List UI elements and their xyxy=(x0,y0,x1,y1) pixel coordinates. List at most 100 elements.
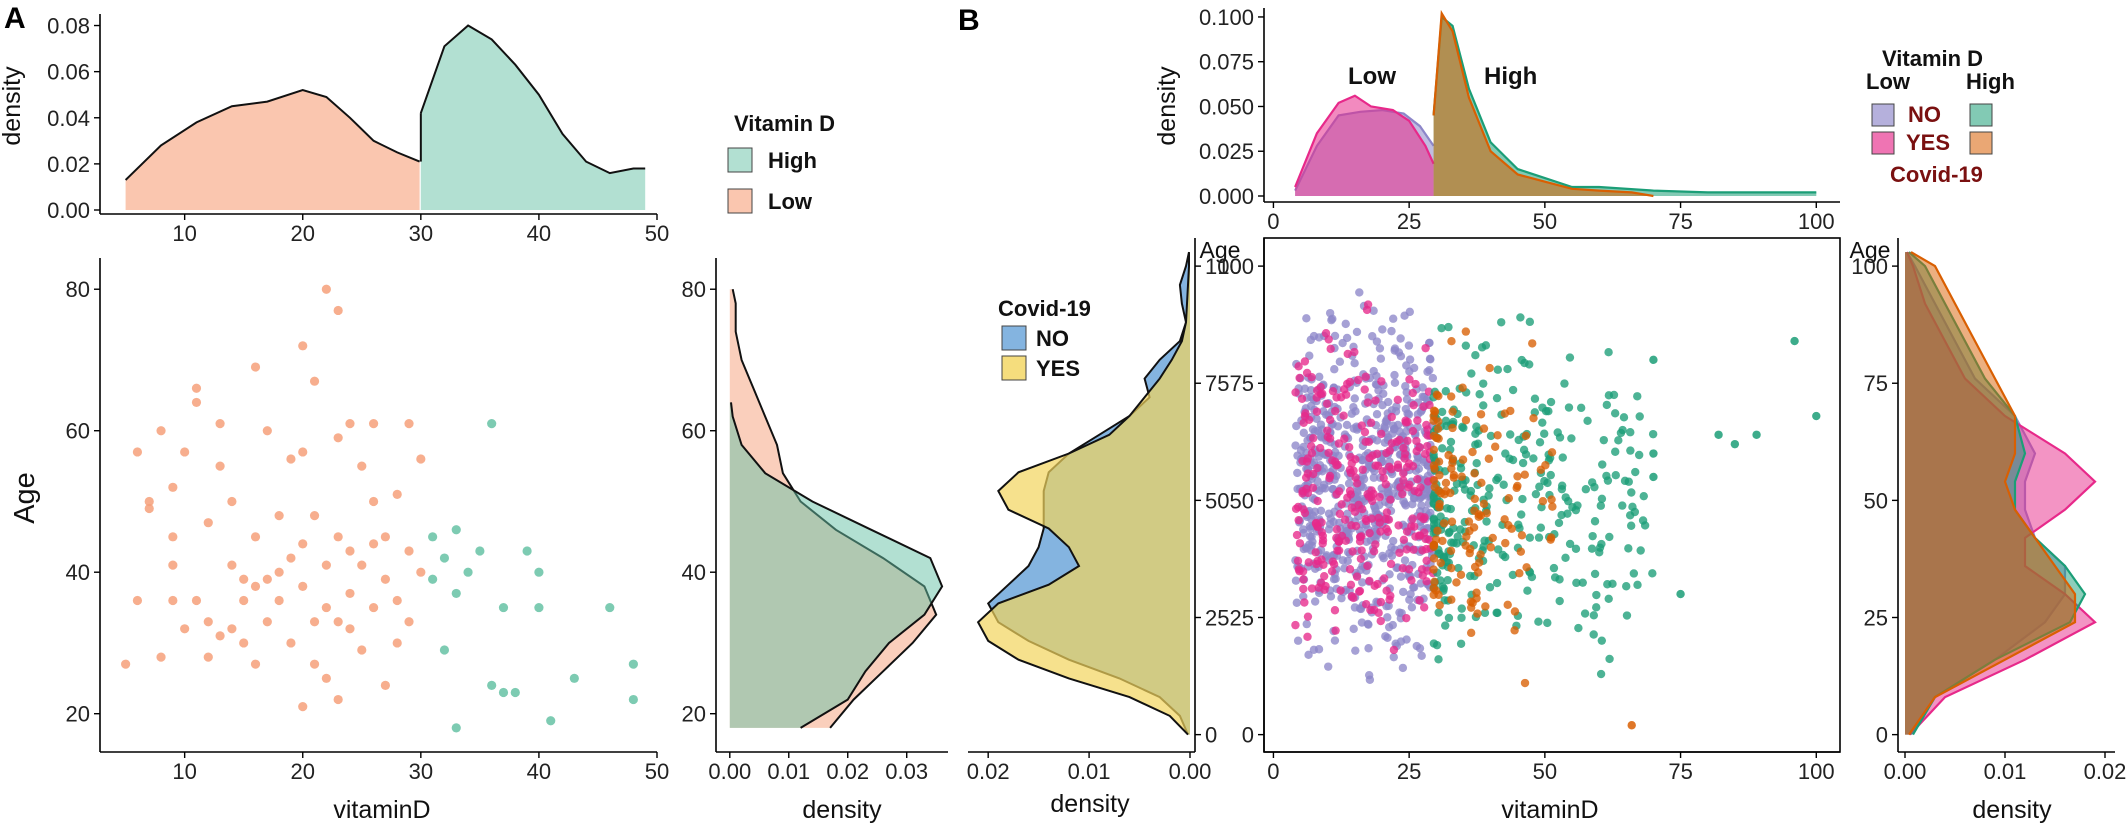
b-scatter-point-high-no xyxy=(1676,589,1685,599)
a-scatter-point-low xyxy=(345,588,355,599)
b-scatter-point-high-yes xyxy=(1441,478,1451,488)
b-scatter-point-low-yes xyxy=(1399,535,1409,545)
b-scatter-point-high-yes xyxy=(1477,478,1486,488)
a-scatter-xlabel: vitaminD xyxy=(333,796,430,824)
b-scatter-point-high-no xyxy=(1534,533,1544,542)
b-scatter-point-high-no xyxy=(1536,523,1546,532)
a-top-area-high xyxy=(420,25,646,210)
a-scatter-point-low xyxy=(156,426,166,436)
b-scatter-point-high-no xyxy=(1635,412,1644,421)
b-scatter-point-high-yes xyxy=(1470,562,1480,572)
a-scatter-point-low xyxy=(144,503,154,514)
b-scatter-point-high-no xyxy=(1561,553,1570,562)
b-scatter-point-high-no xyxy=(1633,580,1642,590)
a-scatter-point-low xyxy=(321,560,331,570)
b-scatter-point-high-no xyxy=(1597,539,1606,549)
b-scatter-point-high-no xyxy=(1534,617,1543,626)
b-scatter-point-high-no xyxy=(1567,434,1576,443)
b-right-ylabel: Age xyxy=(1850,237,1891,263)
b-scatter-point-high-no xyxy=(1438,444,1447,453)
b-scatter-point-low-yes xyxy=(1371,540,1380,549)
b-scatter-point-low-no xyxy=(1292,421,1301,431)
b-scatter-point-low-yes xyxy=(1389,645,1399,655)
b-scatter-point-low-yes xyxy=(1361,372,1370,381)
b-top-yaxis-tick-label: 0.100 xyxy=(1199,5,1254,30)
b-scatter-point-high-no xyxy=(1605,532,1614,542)
b-scatter-point-low-yes xyxy=(1408,388,1417,398)
b-scatter-point-high-yes xyxy=(1440,490,1449,499)
b-scatter-point-low-yes xyxy=(1300,598,1309,607)
b-scatter-point-high-yes xyxy=(1447,563,1456,573)
b-left-xaxis-tick-label: 0.01 xyxy=(1068,759,1111,784)
b-scatter-point-high-no xyxy=(1563,509,1572,518)
a-scatter-point-low xyxy=(333,617,343,627)
b-scatter-point-low-yes xyxy=(1357,421,1367,430)
b-scatter-point-low-yes xyxy=(1321,329,1331,338)
b-scatter-point-high-yes xyxy=(1448,423,1457,433)
b-scatter-point-low-yes xyxy=(1291,504,1301,514)
b-scatter-point-low-yes xyxy=(1373,579,1382,589)
b-scatter-point-high-yes xyxy=(1457,472,1466,481)
b-scatter-point-low-yes xyxy=(1345,443,1354,452)
b-scatter-point-low-yes xyxy=(1330,606,1340,615)
a-scatter-point-high xyxy=(510,687,520,698)
b-scatter-point-low-yes xyxy=(1422,420,1431,430)
b-scatter-point-low-yes xyxy=(1382,508,1392,517)
b-scatter-point-low-yes xyxy=(1340,515,1350,524)
annotation-low: Low xyxy=(1348,63,1396,90)
b-scatter-point-high-no xyxy=(1629,569,1639,578)
b-scatter-point-low-yes xyxy=(1416,483,1425,492)
a-scatter-point-low xyxy=(380,680,391,691)
a-scatter-point-low xyxy=(321,284,331,294)
a-scatter-point-high xyxy=(487,419,497,429)
b-scatter-point-low-no xyxy=(1314,645,1324,654)
b-scatter-point-high-no xyxy=(1452,539,1461,548)
a-scatter-point-low xyxy=(215,461,225,471)
b-scatter-point-low-yes xyxy=(1343,493,1352,502)
b-scatter-point-high-no xyxy=(1429,639,1439,648)
b-scatter-point-low-yes xyxy=(1402,613,1411,623)
b-scatter-point-high-no xyxy=(1482,517,1491,526)
b-scatter-point-low-no xyxy=(1318,483,1327,493)
b-scatter-point-low-yes xyxy=(1295,373,1304,383)
b-scatter-point-low-yes xyxy=(1318,389,1327,398)
b-left-yaxis-line-tick-label: 50 xyxy=(1205,488,1229,513)
b-scatter-point-low-yes xyxy=(1400,449,1410,459)
a-scatter-point-high xyxy=(487,680,497,691)
a-scatter-point-low xyxy=(333,305,343,316)
b-scatter-point-high-yes xyxy=(1430,464,1439,473)
b-scatter-point-high-no xyxy=(1485,484,1494,493)
b-left-yaxis-line-tick-label: 0 xyxy=(1205,723,1217,748)
b-scatter-point-low-yes xyxy=(1358,465,1367,474)
b-scatter-point-high-no xyxy=(1596,669,1606,679)
b-scatter-point-high-no xyxy=(1518,494,1527,504)
a-right-xaxis-tick-label: 0.03 xyxy=(885,759,928,784)
b-scatter-point-low-yes xyxy=(1316,578,1326,588)
b-scatter-point-high-yes xyxy=(1431,535,1441,544)
a-scatter-point-low xyxy=(309,617,320,627)
b-scatter-point-low-no xyxy=(1396,572,1406,581)
b-scatter-point-high-no xyxy=(1499,480,1508,489)
legend-b-swatch-no-high xyxy=(1969,103,1993,127)
b-scatter-point-low-yes xyxy=(1303,469,1313,478)
b-scatter-point-high-no xyxy=(1497,318,1506,327)
b-scatter-point-high-yes xyxy=(1458,383,1467,392)
b-scatter-point-low-yes xyxy=(1306,441,1316,451)
b-scatter-point-low-no xyxy=(1358,578,1367,587)
b-top-area-low-yes xyxy=(1295,95,1434,196)
b-scatter-point-low-no xyxy=(1324,525,1334,534)
b-scatter-point-high-yes xyxy=(1503,600,1512,609)
a-scatter-point-low xyxy=(250,362,261,372)
b-scatter-point-low-yes xyxy=(1340,434,1349,443)
b-scatter-point-high-no xyxy=(1454,563,1463,573)
b-scatter-point-low-yes xyxy=(1376,616,1385,626)
b-right-yaxis-tick-label: 50 xyxy=(1864,488,1888,513)
b-scatter-point-low-yes xyxy=(1407,576,1416,585)
b-scatter-point-high-yes xyxy=(1522,563,1531,572)
b-scatter-point-high-yes xyxy=(1517,531,1527,540)
b-scatter-point-low-no xyxy=(1326,592,1336,601)
a-top-curve-low xyxy=(124,89,420,181)
b-scatter-point-high-no xyxy=(1790,336,1799,346)
a-scatter-point-high xyxy=(451,588,461,599)
b-scatter-xaxis-tick-label: 25 xyxy=(1397,759,1421,784)
